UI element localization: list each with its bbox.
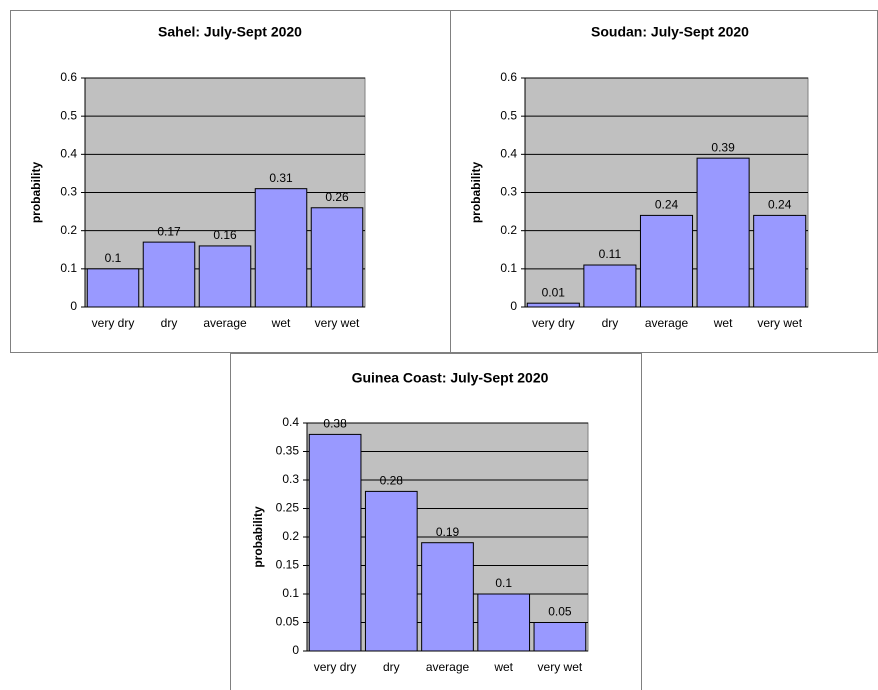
x-tick-label: wet	[713, 316, 733, 330]
y-tick-label: 0.3	[282, 472, 299, 486]
y-tick-label: 0.25	[276, 501, 300, 515]
y-tick-label: 0.3	[60, 185, 77, 199]
y-tick-label: 0.3	[500, 185, 517, 199]
bar	[254, 188, 308, 308]
x-tick-label: very wet	[315, 316, 360, 330]
data-label: 0.01	[542, 285, 566, 299]
data-label: 0.16	[213, 228, 237, 242]
data-label: 0.1	[495, 576, 512, 590]
data-label: 0.05	[548, 605, 572, 619]
data-label: 0.24	[768, 198, 792, 212]
data-label: 0.19	[436, 525, 460, 539]
bar	[142, 241, 196, 308]
bar	[583, 264, 637, 308]
x-tick-label: average	[645, 316, 689, 330]
y-tick-label: 0.4	[60, 147, 77, 161]
y-tick-label: 0.2	[282, 529, 299, 543]
x-tick-label: very wet	[538, 660, 583, 674]
y-tick-label: 0	[292, 643, 299, 657]
y-tick-label: 0.5	[60, 108, 77, 122]
x-tick-label: dry	[161, 316, 178, 330]
bar	[308, 433, 362, 652]
x-tick-label: average	[426, 660, 470, 674]
y-tick-label: 0.4	[500, 147, 517, 161]
y-tick-label: 0.35	[276, 444, 300, 458]
bar	[753, 214, 807, 308]
bar	[477, 593, 531, 652]
data-label: 0.28	[380, 474, 404, 488]
bar	[198, 245, 252, 308]
y-tick-label: 0	[70, 299, 77, 313]
data-label: 0.38	[323, 417, 347, 431]
bar	[639, 214, 694, 308]
chart-title: Sahel: July-Sept 2020	[158, 24, 302, 40]
y-tick-label: 0.4	[282, 415, 299, 429]
y-axis-label: probability	[29, 162, 43, 224]
data-label: 0.1	[105, 251, 122, 265]
x-tick-label: wet	[271, 316, 291, 330]
y-tick-label: 0.05	[276, 615, 300, 629]
y-tick-label: 0.6	[60, 70, 77, 84]
x-tick-label: average	[203, 316, 247, 330]
data-label: 0.39	[711, 140, 735, 154]
y-tick-label: 0	[510, 299, 517, 313]
x-tick-label: very wet	[757, 316, 802, 330]
y-tick-label: 0.15	[276, 558, 300, 572]
y-tick-label: 0.2	[60, 223, 77, 237]
x-tick-label: dry	[383, 660, 400, 674]
bar	[421, 542, 474, 652]
bar	[696, 157, 750, 308]
y-tick-label: 0.2	[500, 223, 517, 237]
bar	[86, 268, 140, 308]
x-tick-label: wet	[493, 660, 513, 674]
bar	[364, 490, 418, 652]
data-label: 0.11	[599, 247, 622, 261]
data-label: 0.17	[157, 224, 181, 238]
x-tick-label: very dry	[314, 660, 357, 674]
y-axis-label: probability	[469, 162, 483, 224]
x-tick-label: very dry	[92, 316, 135, 330]
data-label: 0.26	[325, 190, 349, 204]
y-tick-label: 0.1	[500, 261, 517, 275]
data-label: 0.31	[269, 171, 293, 185]
x-tick-label: very dry	[532, 316, 575, 330]
y-axis-label: probability	[251, 506, 265, 568]
bar	[526, 302, 580, 308]
chart-title: Soudan: July-Sept 2020	[591, 24, 749, 40]
y-tick-label: 0.1	[60, 261, 77, 275]
data-label: 0.24	[655, 198, 679, 212]
bar	[533, 622, 587, 652]
y-tick-label: 0.5	[500, 108, 517, 122]
chart-title: Guinea Coast: July-Sept 2020	[352, 370, 549, 386]
y-tick-label: 0.6	[500, 70, 517, 84]
bar	[310, 207, 364, 308]
y-tick-label: 0.1	[282, 586, 299, 600]
x-tick-label: dry	[602, 316, 619, 330]
